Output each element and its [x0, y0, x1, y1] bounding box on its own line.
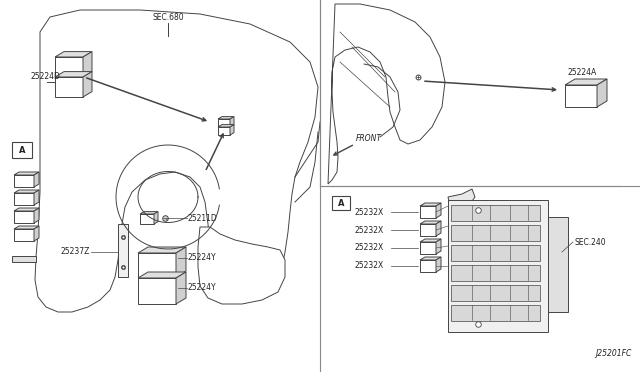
Polygon shape: [548, 217, 568, 312]
Text: SEC.680: SEC.680: [152, 13, 184, 22]
Polygon shape: [328, 4, 445, 184]
Text: 25224D: 25224D: [30, 71, 60, 80]
Polygon shape: [34, 208, 39, 223]
Text: 25224A: 25224A: [568, 67, 597, 77]
Polygon shape: [230, 125, 234, 135]
Polygon shape: [14, 226, 39, 229]
Polygon shape: [420, 242, 436, 254]
Text: FRONT: FRONT: [356, 134, 382, 143]
FancyBboxPatch shape: [451, 224, 541, 241]
Text: A: A: [19, 145, 25, 154]
Polygon shape: [14, 175, 34, 187]
Text: 25211D: 25211D: [188, 214, 218, 222]
Polygon shape: [436, 257, 441, 272]
Polygon shape: [14, 172, 39, 175]
Polygon shape: [420, 206, 436, 218]
Polygon shape: [154, 212, 158, 224]
Text: 25224Y: 25224Y: [188, 283, 216, 292]
FancyBboxPatch shape: [451, 205, 541, 221]
Polygon shape: [218, 125, 234, 127]
Text: J25201FC: J25201FC: [596, 350, 632, 359]
Text: 25232X: 25232X: [355, 262, 384, 270]
FancyBboxPatch shape: [12, 142, 32, 158]
Text: A: A: [338, 199, 344, 208]
Polygon shape: [138, 253, 176, 277]
Polygon shape: [420, 203, 441, 206]
Polygon shape: [138, 272, 186, 278]
Polygon shape: [14, 211, 34, 223]
Polygon shape: [55, 57, 83, 77]
Polygon shape: [448, 189, 475, 207]
Polygon shape: [420, 221, 441, 224]
Polygon shape: [14, 190, 39, 193]
Polygon shape: [55, 77, 83, 97]
Polygon shape: [218, 119, 230, 127]
Polygon shape: [140, 214, 154, 224]
Polygon shape: [436, 239, 441, 254]
Polygon shape: [436, 221, 441, 236]
Text: 25224Y: 25224Y: [188, 253, 216, 263]
Polygon shape: [436, 203, 441, 218]
FancyBboxPatch shape: [451, 305, 541, 321]
Polygon shape: [218, 116, 234, 119]
Polygon shape: [34, 172, 39, 187]
Polygon shape: [230, 116, 234, 127]
Polygon shape: [34, 226, 39, 241]
FancyBboxPatch shape: [332, 196, 350, 210]
Polygon shape: [420, 239, 441, 242]
Polygon shape: [55, 52, 92, 57]
Polygon shape: [420, 260, 436, 272]
Polygon shape: [83, 52, 92, 77]
Polygon shape: [420, 257, 441, 260]
Polygon shape: [55, 71, 92, 77]
Polygon shape: [448, 200, 548, 332]
Polygon shape: [597, 79, 607, 107]
FancyBboxPatch shape: [451, 244, 541, 260]
Polygon shape: [140, 212, 158, 214]
Polygon shape: [176, 247, 186, 277]
Polygon shape: [420, 224, 436, 236]
Polygon shape: [138, 278, 176, 304]
Polygon shape: [14, 229, 34, 241]
Polygon shape: [35, 10, 318, 312]
Polygon shape: [34, 190, 39, 205]
Text: 25232X: 25232X: [355, 244, 384, 253]
Polygon shape: [12, 256, 36, 262]
Polygon shape: [565, 85, 597, 107]
Polygon shape: [218, 127, 230, 135]
Polygon shape: [138, 247, 186, 253]
Polygon shape: [83, 71, 92, 97]
Text: 25232X: 25232X: [355, 225, 384, 234]
FancyBboxPatch shape: [451, 285, 541, 301]
FancyBboxPatch shape: [451, 264, 541, 280]
Polygon shape: [176, 272, 186, 304]
Polygon shape: [565, 79, 607, 85]
Polygon shape: [14, 208, 39, 211]
Text: SEC.240: SEC.240: [575, 237, 607, 247]
Polygon shape: [14, 193, 34, 205]
Polygon shape: [118, 224, 128, 277]
Text: 25232X: 25232X: [355, 208, 384, 217]
Text: 25237Z: 25237Z: [61, 247, 90, 257]
Polygon shape: [198, 227, 285, 304]
